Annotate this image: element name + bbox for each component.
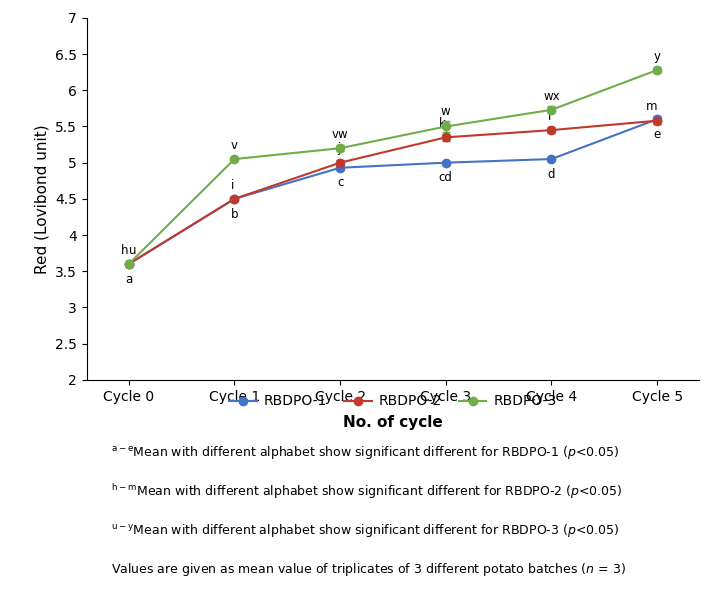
Legend: RBDPO-1, RBDPO-2, RBDPO-3: RBDPO-1, RBDPO-2, RBDPO-3 <box>229 395 557 408</box>
Text: $^{\mathregular{u-y}}$Mean with different alphabet show significant different fo: $^{\mathregular{u-y}}$Mean with differen… <box>111 522 619 539</box>
Text: a: a <box>125 273 133 286</box>
Text: vw: vw <box>332 128 348 141</box>
Text: Values are given as mean value of triplicates of 3 different potato batches ($\i: Values are given as mean value of tripli… <box>111 562 626 578</box>
Text: y: y <box>654 50 660 63</box>
Text: h: h <box>121 244 129 257</box>
Text: v: v <box>231 139 238 152</box>
Text: d: d <box>548 168 555 181</box>
Text: k: k <box>439 117 446 130</box>
Text: i: i <box>231 179 234 191</box>
Text: w: w <box>441 105 451 118</box>
Text: b: b <box>231 208 238 221</box>
Text: l: l <box>548 110 552 123</box>
Text: e: e <box>653 128 660 141</box>
Text: $^{\mathregular{h-m}}$Mean with different alphabet show significant different fo: $^{\mathregular{h-m}}$Mean with differen… <box>111 482 623 501</box>
Y-axis label: Red (Lovibond unit): Red (Lovibond unit) <box>34 124 49 274</box>
Text: u: u <box>129 244 136 257</box>
Text: $^{\mathregular{a-e}}$Mean with different alphabet show significant different fo: $^{\mathregular{a-e}}$Mean with differen… <box>111 444 619 461</box>
Text: m: m <box>645 100 657 114</box>
Text: cd: cd <box>439 172 453 184</box>
Text: c: c <box>337 176 343 190</box>
X-axis label: No. of cycle: No. of cycle <box>343 414 443 429</box>
Text: j: j <box>337 142 340 155</box>
Text: wx: wx <box>543 90 559 103</box>
